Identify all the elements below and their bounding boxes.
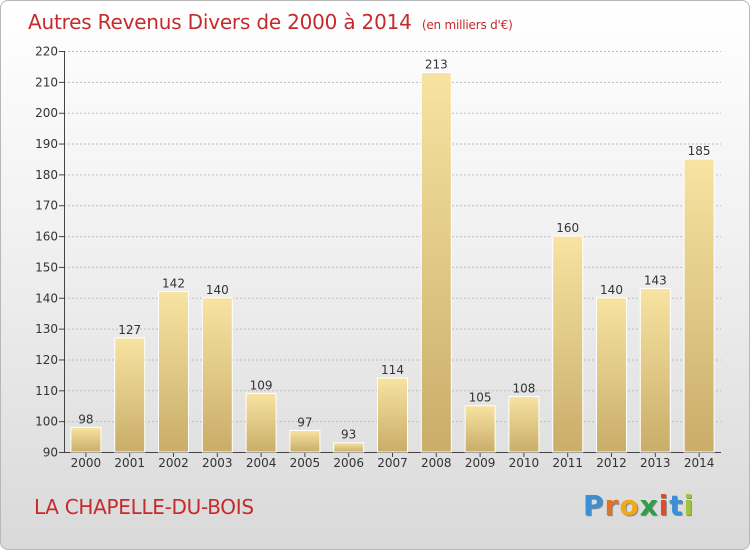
y-tick-label: 160: [35, 230, 58, 244]
data-label: 109: [250, 378, 273, 392]
logo-letter: o: [619, 489, 640, 522]
x-tick-label: 2004: [246, 456, 277, 470]
bar: [201, 297, 233, 453]
y-tick-label: 130: [35, 322, 58, 336]
data-label: 108: [512, 381, 535, 395]
bar: [333, 442, 365, 453]
x-tick-label: 2008: [421, 456, 452, 470]
bar: [114, 337, 146, 453]
bar: [420, 72, 452, 453]
y-tick-label: 210: [35, 75, 58, 89]
labels: 90 100 110 120 130 140 150 160 170 180 190 200 210 22…: [35, 45, 714, 471]
bar: [289, 429, 321, 453]
bar: [639, 288, 671, 453]
title-text: Autres Revenus Divers de 2000 à 2014: [28, 10, 412, 34]
data-label: 143: [644, 274, 667, 288]
y-tick-label: 190: [35, 137, 58, 151]
x-tick-label: 2010: [509, 456, 540, 470]
x-tick-label: 2005: [290, 456, 321, 470]
y-tick-label: 150: [35, 260, 58, 274]
y-tick-label: 140: [35, 291, 58, 305]
y-tick-label: 200: [35, 106, 58, 120]
data-label: 140: [600, 283, 623, 297]
bar: [508, 395, 540, 453]
y-tick-label: 110: [35, 384, 58, 398]
x-tick-label: 2012: [596, 456, 627, 470]
bars: [70, 72, 715, 453]
logo-letter: P: [583, 489, 605, 522]
data-label: 98: [78, 412, 93, 426]
bar: [464, 405, 496, 453]
bar: [552, 235, 584, 453]
data-label: 142: [162, 277, 185, 291]
data-label: 160: [556, 221, 579, 235]
bar: [158, 291, 189, 453]
proxiti-logo: Proxiti: [583, 489, 694, 522]
logo-letter: r: [604, 489, 620, 522]
data-label: 105: [469, 391, 492, 405]
x-tick-label: 2006: [333, 456, 364, 470]
y-tick-label: 100: [35, 415, 58, 429]
x-tick-label: 2009: [465, 456, 496, 470]
x-tick-label: 2000: [71, 456, 102, 470]
x-tick-label: 2002: [158, 456, 189, 470]
bar: [596, 297, 627, 453]
bar: [377, 377, 408, 453]
logo-letter: x: [639, 489, 659, 522]
x-tick-label: 2007: [377, 456, 408, 470]
chart-subtitle: (en milliers d'€): [421, 18, 513, 32]
bar: [70, 426, 102, 453]
y-tick-label: 170: [35, 199, 58, 213]
commune-name: LA CHAPELLE-DU-BOIS: [34, 495, 254, 519]
logo-letter: t: [669, 489, 684, 522]
y-tick-label: 90: [43, 446, 58, 460]
bar: [245, 392, 277, 453]
x-tick-label: 2014: [684, 456, 715, 470]
chart-title: Autres Revenus Divers de 2000 à 2014 (en…: [28, 10, 513, 34]
y-tick-label: 220: [35, 45, 58, 59]
y-tick-label: 120: [35, 353, 58, 367]
logo-letter: i: [683, 489, 695, 522]
data-label: 127: [118, 323, 141, 337]
logo-letter: i: [658, 489, 670, 522]
x-tick-label: 2003: [202, 456, 233, 470]
x-tick-label: 2013: [640, 456, 671, 470]
x-tick-label: 2001: [114, 456, 145, 470]
data-label: 140: [206, 283, 229, 297]
y-tick-label: 180: [35, 168, 58, 182]
data-label: 97: [297, 415, 312, 429]
x-tick-label: 2011: [552, 456, 583, 470]
data-label: 114: [381, 363, 404, 377]
data-label: 185: [688, 144, 711, 158]
bar: [683, 158, 715, 453]
data-label: 213: [425, 58, 448, 72]
data-label: 93: [341, 428, 356, 442]
